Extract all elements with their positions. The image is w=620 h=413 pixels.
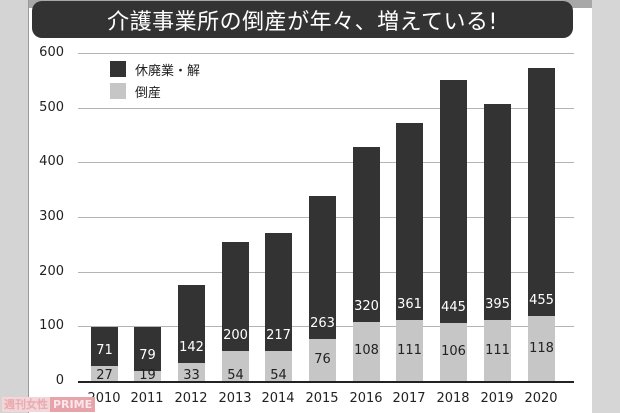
bankruptcy-value-label: 33 [183, 367, 200, 383]
right-margin-panel [592, 0, 620, 413]
closure-value-label: 320 [354, 298, 379, 314]
bankruptcy-value-label: 118 [529, 340, 554, 356]
legend-item-bankruptcy: 倒産 [110, 80, 200, 102]
bankruptcy-value-label: 111 [397, 342, 422, 358]
y-tick-label: 500 [39, 100, 64, 115]
bankruptcy-value-label: 27 [96, 367, 113, 383]
bar-segment-bankruptcy [222, 351, 249, 381]
closure-value-label: 79 [139, 347, 156, 363]
left-margin-panel [0, 0, 29, 413]
y-tick-label: 600 [39, 45, 64, 60]
closure-value-label: 445 [441, 300, 466, 316]
bar-segment-bankruptcy [396, 320, 423, 381]
bankruptcy-value-label: 76 [314, 352, 331, 368]
bar-segment-bankruptcy [265, 351, 292, 381]
stacked-bar: 217 54 [265, 232, 292, 382]
bar-segment-closure [396, 122, 423, 321]
bar-segment-closure [222, 242, 249, 352]
x-tick-label: 2017 [392, 391, 426, 406]
x-tick-label: 2014 [261, 391, 295, 406]
closure-value-label: 455 [529, 293, 554, 309]
bar-segment-bankruptcy [353, 321, 380, 381]
closure-value-label: 361 [397, 297, 422, 313]
y-tick-label: 400 [39, 154, 64, 169]
stacked-bar: 361 111 [396, 122, 423, 381]
bar-segment-bankruptcy [309, 339, 336, 381]
x-tick-label: 2019 [480, 391, 514, 406]
x-tick-label: 2015 [305, 391, 339, 406]
gridline [78, 162, 574, 163]
bar-segment-closure [528, 67, 555, 317]
bankruptcy-value-label: 19 [139, 367, 156, 383]
legend: 休廃業・解 倒産 [110, 58, 200, 102]
legend-swatch-dark [110, 61, 126, 77]
x-tick-label: 2010 [87, 391, 121, 406]
bar-segment-bankruptcy [440, 323, 467, 381]
closure-value-label: 217 [266, 328, 291, 344]
stacked-bar: 320 108 [353, 147, 380, 381]
x-tick-label: 2013 [218, 391, 252, 406]
x-tick-label: 2018 [436, 391, 470, 406]
bar-segment-closure [265, 232, 292, 352]
bankruptcy-value-label: 54 [227, 367, 244, 383]
bankruptcy-value-label: 111 [485, 342, 510, 358]
gridline [78, 53, 574, 54]
stacked-bar: 79 19 [134, 327, 161, 382]
bar-segment-bankruptcy [134, 370, 161, 381]
gridline [78, 108, 574, 109]
stacked-bar: 455 118 [528, 67, 555, 381]
legend-swatch-light [110, 83, 126, 99]
legend-label-closure: 休廃業・解 [135, 63, 201, 79]
y-tick-label: 200 [39, 264, 64, 279]
stacked-bar: 445 106 [440, 79, 467, 381]
bar-segment-bankruptcy [484, 320, 511, 381]
watermark-part1: 週刊女性 [2, 397, 50, 412]
x-tick-label: 2016 [349, 391, 383, 406]
watermark-part2: PRIME [50, 397, 96, 412]
bar-segment-closure [134, 327, 161, 371]
bar-segment-bankruptcy [528, 316, 555, 381]
x-tick-label: 2020 [524, 391, 558, 406]
bar-segment-bankruptcy [91, 366, 118, 381]
stacked-bar: 263 76 [309, 195, 336, 381]
bar-segment-closure [353, 147, 380, 322]
y-tick-label: 100 [39, 318, 64, 333]
closure-value-label: 395 [485, 297, 510, 313]
y-tick-label: 0 [55, 373, 64, 388]
legend-label-bankruptcy: 倒産 [135, 85, 162, 101]
bar-segment-closure [484, 104, 511, 321]
bar-segment-closure [440, 79, 467, 324]
watermark-logo: 週刊女性 PRIME [2, 397, 96, 412]
stacked-bar: 395 111 [484, 104, 511, 381]
x-tick-label: 2011 [130, 391, 164, 406]
bar-segment-closure [91, 327, 118, 367]
stacked-bar: 71 27 [91, 327, 118, 382]
x-axis-line [78, 381, 574, 383]
legend-item-closure: 休廃業・解 [110, 58, 200, 80]
stacked-bar: 142 33 [178, 285, 205, 382]
bankruptcy-value-label: 106 [441, 344, 466, 360]
stacked-bar: 200 54 [222, 242, 249, 382]
closure-value-label: 200 [223, 328, 248, 344]
bankruptcy-value-label: 54 [270, 367, 287, 383]
bankruptcy-value-label: 108 [354, 343, 379, 359]
chart-title: 介護事業所の倒産が年々、増えている! [32, 1, 573, 38]
x-tick-label: 2012 [174, 391, 208, 406]
bar-segment-closure [178, 285, 205, 363]
closure-value-label: 142 [179, 339, 204, 355]
closure-value-label: 71 [96, 343, 113, 359]
bar-segment-closure [309, 195, 336, 340]
bar-segment-bankruptcy [178, 362, 205, 381]
y-tick-label: 300 [39, 209, 64, 224]
closure-value-label: 263 [310, 316, 335, 332]
